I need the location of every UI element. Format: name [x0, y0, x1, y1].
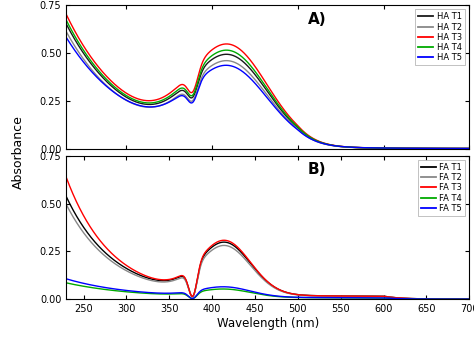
HA T2: [64, 30, 69, 34]
HA T4: [381, 146, 386, 150]
FA T3: [64, 176, 69, 180]
HA T3: [466, 146, 472, 150]
Line: HA T4: HA T4: [66, 20, 469, 148]
HA T2: [455, 146, 460, 150]
HA T5: [455, 146, 460, 150]
FA T4: [381, 296, 386, 300]
FA T4: [249, 291, 255, 295]
HA T4: [455, 146, 460, 150]
FA T4: [84, 285, 90, 289]
HA T4: [249, 65, 255, 69]
Text: B): B): [308, 162, 327, 177]
HA T2: [249, 74, 255, 78]
HA T5: [466, 146, 472, 150]
FA T5: [381, 296, 386, 300]
HA T5: [381, 146, 386, 150]
FA T1: [84, 230, 90, 234]
HA T2: [381, 146, 386, 150]
HA T4: [455, 146, 460, 150]
Legend: FA T1, FA T2, FA T3, FA T4, FA T5: FA T1, FA T2, FA T3, FA T4, FA T5: [418, 160, 465, 216]
Line: FA T3: FA T3: [66, 178, 469, 299]
HA T5: [84, 64, 90, 68]
HA T2: [455, 146, 460, 150]
FA T4: [466, 297, 472, 301]
FA T2: [455, 297, 460, 301]
HA T1: [84, 56, 90, 60]
FA T1: [381, 294, 386, 298]
Line: HA T1: HA T1: [66, 24, 469, 148]
Line: HA T3: HA T3: [66, 15, 469, 148]
FA T3: [381, 294, 386, 298]
HA T2: [466, 146, 472, 150]
HA T5: [249, 78, 255, 82]
FA T3: [466, 297, 472, 301]
FA T5: [259, 292, 265, 296]
Line: FA T2: FA T2: [66, 204, 469, 299]
HA T1: [455, 146, 460, 150]
FA T5: [455, 297, 460, 301]
HA T3: [455, 146, 460, 150]
Legend: HA T1, HA T2, HA T3, HA T4, HA T5: HA T1, HA T2, HA T3, HA T4, HA T5: [415, 9, 465, 65]
FA T1: [455, 297, 460, 301]
FA T1: [455, 297, 460, 301]
HA T4: [259, 79, 265, 83]
FA T4: [259, 293, 265, 297]
HA T5: [259, 90, 265, 94]
HA T3: [259, 75, 265, 79]
X-axis label: Wavelength (nm): Wavelength (nm): [217, 317, 319, 330]
HA T1: [259, 82, 265, 86]
HA T1: [466, 146, 472, 150]
HA T3: [381, 146, 386, 150]
HA T1: [455, 146, 460, 150]
HA T4: [64, 18, 69, 22]
HA T1: [381, 146, 386, 150]
FA T1: [259, 275, 265, 279]
HA T1: [64, 22, 69, 26]
FA T5: [64, 277, 69, 281]
FA T3: [455, 297, 460, 301]
Line: HA T2: HA T2: [66, 32, 469, 148]
FA T2: [455, 297, 460, 301]
FA T2: [259, 276, 265, 280]
HA T3: [455, 146, 460, 150]
FA T1: [249, 263, 255, 267]
FA T3: [84, 219, 90, 223]
FA T4: [64, 281, 69, 285]
Text: A): A): [308, 12, 327, 27]
FA T3: [259, 274, 265, 279]
FA T2: [381, 294, 386, 298]
FA T4: [455, 297, 460, 301]
Line: HA T5: HA T5: [66, 38, 469, 148]
FA T5: [455, 297, 460, 301]
HA T4: [84, 53, 90, 57]
FA T3: [455, 297, 460, 301]
FA T5: [84, 282, 90, 286]
Text: Absorbance: Absorbance: [12, 115, 25, 189]
HA T3: [64, 13, 69, 17]
FA T1: [466, 297, 472, 301]
FA T2: [249, 265, 255, 269]
FA T2: [466, 297, 472, 301]
Line: FA T1: FA T1: [66, 197, 469, 299]
FA T5: [466, 297, 472, 301]
FA T4: [455, 297, 460, 301]
HA T1: [249, 68, 255, 72]
FA T5: [249, 289, 255, 293]
HA T4: [466, 146, 472, 150]
HA T3: [84, 49, 90, 53]
HA T2: [259, 87, 265, 91]
FA T2: [64, 202, 69, 207]
HA T5: [455, 146, 460, 150]
FA T2: [84, 235, 90, 239]
FA T1: [64, 195, 69, 199]
FA T3: [249, 262, 255, 266]
Line: FA T4: FA T4: [66, 283, 469, 299]
HA T2: [84, 62, 90, 66]
HA T5: [64, 35, 69, 40]
HA T3: [249, 60, 255, 64]
Line: FA T5: FA T5: [66, 279, 469, 299]
